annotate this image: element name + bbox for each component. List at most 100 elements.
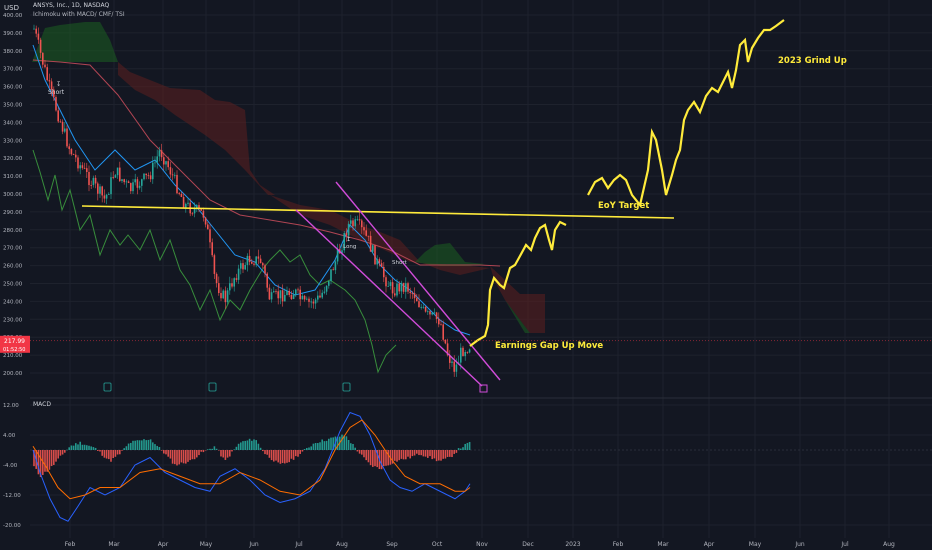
candle-body (81, 165, 84, 168)
candle-body (39, 39, 42, 53)
time-tick-label: Nov (476, 541, 488, 548)
macd-histogram-bar (143, 439, 145, 450)
candle-body (413, 293, 416, 299)
candle-body (255, 256, 257, 265)
annotation-label: Short (48, 89, 65, 96)
candle-body (215, 273, 218, 284)
macd-histogram-bar (314, 442, 317, 450)
candle-body (273, 291, 275, 293)
macd-histogram-bar (400, 450, 403, 459)
candle-body (68, 146, 70, 150)
candle-body (361, 220, 363, 228)
price-tick-label: 390.00 (3, 31, 23, 37)
macd-histogram-bar (191, 450, 194, 460)
channel-lower (295, 209, 483, 387)
macd-histogram-bar (365, 450, 367, 461)
macd-histogram-bar (50, 450, 53, 467)
candle-body (116, 167, 119, 176)
candle-body (105, 194, 108, 199)
candle-body (350, 220, 352, 224)
price-tick-label: 370.00 (3, 67, 23, 73)
macd-histogram-bar (119, 450, 121, 455)
price-tick-label: 260.00 (3, 264, 23, 270)
candle-body (314, 299, 317, 304)
time-tick-label: Jul (840, 541, 849, 548)
annotation-label: Short (392, 260, 408, 266)
macd-histogram-bar (37, 450, 40, 475)
candle-body (312, 301, 315, 304)
time-tick-label: Apr (158, 541, 169, 548)
macd-line (32, 411, 471, 522)
macd-histogram-bar (424, 450, 427, 457)
macd-histogram-bar (209, 448, 211, 450)
candle-body (83, 167, 86, 169)
macd-histogram-bar (180, 450, 183, 463)
candle-body (123, 179, 125, 183)
macd-histogram-bar (75, 443, 77, 450)
candle-body (244, 264, 246, 270)
macd-histogram-bar (123, 448, 125, 450)
candle-body (242, 263, 244, 270)
candle-body (46, 67, 48, 81)
candle-body (130, 183, 132, 192)
time-tick-label: May (749, 541, 762, 548)
candle-body (402, 282, 405, 292)
candle-body (389, 282, 392, 286)
candle-body (79, 165, 81, 169)
macd-histogram-bar (418, 450, 420, 456)
candle-body (449, 355, 451, 363)
macd-histogram-bar (53, 450, 55, 465)
macd-histogram-bar (444, 450, 447, 459)
candle-body (336, 249, 339, 262)
macd-histogram-bar (372, 450, 374, 467)
candle-body (178, 193, 180, 195)
channel-end-marker (479, 384, 488, 393)
time-tick-label: 2023 (565, 541, 580, 548)
candle-body (248, 255, 251, 263)
macd-histogram-bar (292, 450, 295, 460)
time-tick-label: Oct (432, 541, 443, 548)
candle-body (134, 179, 136, 183)
candle-body (444, 339, 447, 344)
macd-histogram-bar (167, 450, 169, 457)
candle-body (165, 161, 167, 165)
kumo-bull (32, 22, 118, 62)
price-tick-label: 350.00 (3, 103, 23, 109)
macd-histogram-bar (273, 450, 275, 462)
macd-histogram-bar (308, 447, 310, 450)
symbol-title: ANSYS, Inc., 1D, NASDAQ (33, 2, 110, 9)
macd-histogram-bar (33, 450, 35, 467)
candle-body (264, 265, 266, 274)
candle-body (182, 196, 185, 209)
macd-histogram-bar (99, 450, 101, 452)
macd-histogram-bar (196, 450, 198, 458)
macd-histogram-bar (409, 450, 411, 459)
candle-body (451, 361, 453, 363)
candle-body (323, 291, 326, 293)
candle-body (292, 294, 295, 300)
macd-histogram-bar (136, 440, 139, 450)
time-tick-label: Jul (294, 541, 303, 548)
candle-body (286, 290, 288, 296)
macd-histogram-bar (264, 450, 266, 455)
macd-histogram-bar (224, 450, 227, 460)
macd-histogram-bar (88, 445, 90, 450)
kumo-bull (415, 243, 485, 266)
axes: 200.00210.00220.00230.00240.00250.00260.… (0, 13, 932, 548)
macd-histogram-bar (422, 450, 425, 457)
candle-body (281, 290, 284, 302)
candle-body (44, 64, 46, 68)
macd-histogram-bar (466, 442, 469, 450)
candle-body (290, 294, 293, 300)
candle-body (229, 283, 231, 291)
candle-body (251, 262, 253, 264)
candle-body (308, 298, 310, 302)
macd-histogram-bar (358, 450, 361, 454)
candle-body (297, 289, 299, 291)
price-badge (0, 335, 30, 353)
macd-histogram-bar (391, 450, 394, 464)
candle-body (50, 81, 53, 90)
macd-histogram-bar (185, 450, 187, 464)
macd-histogram-bar (286, 450, 288, 463)
